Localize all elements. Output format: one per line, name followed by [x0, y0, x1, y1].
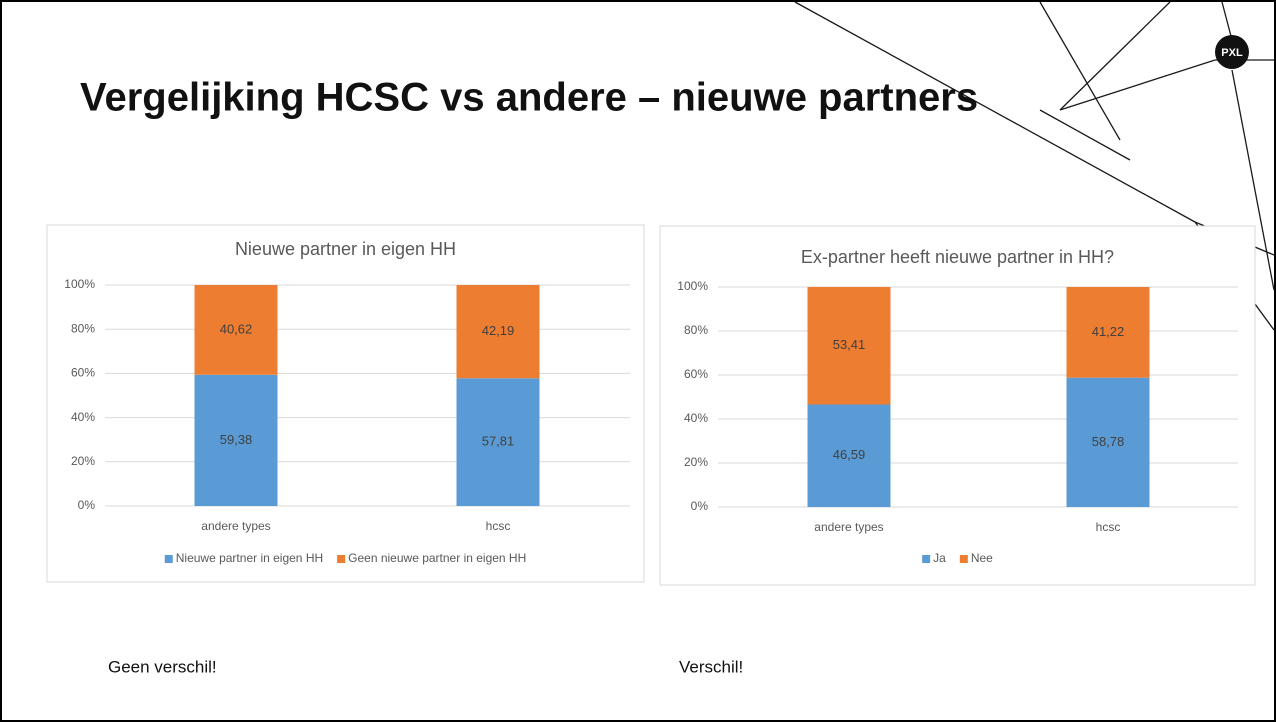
- data-label: 57,81: [482, 434, 515, 449]
- bar-segment: [456, 378, 540, 506]
- slide-title: Vergelijking HCSC vs andere – nieuwe par…: [80, 76, 978, 120]
- bar-segment: [1066, 287, 1150, 378]
- y-tick-label: 60%: [684, 367, 708, 381]
- legend-label: Nieuwe partner in eigen HH: [176, 551, 323, 565]
- legend-swatch: [922, 555, 931, 563]
- legend: Ja Nee: [922, 551, 993, 565]
- data-label: 58,78: [1092, 434, 1125, 449]
- x-tick-label: hcsc: [486, 519, 511, 533]
- y-tick-label: 100%: [64, 277, 95, 291]
- legend-label: Nee: [971, 551, 993, 565]
- data-label: 40,62: [220, 321, 253, 336]
- bar-segment: [807, 287, 891, 405]
- caption: Verschil!: [679, 657, 743, 676]
- y-tick-label: 40%: [71, 410, 95, 424]
- legend-swatch: [164, 555, 173, 563]
- bar-segment: [456, 285, 540, 379]
- y-tick-label: 0%: [691, 499, 709, 513]
- y-tick-label: 80%: [684, 323, 708, 337]
- chart-frame: [659, 225, 1256, 586]
- data-label: 41,22: [1092, 324, 1125, 339]
- legend-swatch: [959, 555, 968, 563]
- chart-title: Nieuwe partner in eigen HH: [235, 239, 456, 259]
- y-tick-label: 80%: [71, 321, 95, 335]
- x-tick-label: andere types: [201, 519, 270, 533]
- data-label: 53,41: [833, 337, 866, 352]
- bar-segment: [807, 404, 891, 507]
- bar-segment: [1066, 377, 1150, 507]
- legend-swatch: [337, 555, 346, 563]
- logo: PXL: [1221, 47, 1243, 59]
- chart-frame: [46, 224, 645, 583]
- caption: Geen verschil!: [108, 657, 217, 676]
- legend: Nieuwe partner in eigen HH Geen nieuwe pa…: [164, 551, 526, 565]
- y-tick-label: 20%: [684, 455, 708, 469]
- bar-segment: [194, 374, 278, 506]
- y-tick-label: 20%: [71, 454, 95, 468]
- data-label: 46,59: [833, 447, 866, 462]
- y-tick-label: 0%: [78, 498, 96, 512]
- legend-label: Geen nieuwe partner in eigen HH: [348, 551, 526, 565]
- x-tick-label: andere types: [814, 520, 883, 534]
- logo-badge: [1215, 35, 1249, 69]
- data-label: 42,19: [482, 323, 515, 338]
- legend-label: Ja: [933, 551, 946, 565]
- y-tick-label: 40%: [684, 411, 708, 425]
- bar-segment: [194, 285, 278, 375]
- data-label: 59,38: [220, 432, 253, 447]
- x-tick-label: hcsc: [1096, 520, 1121, 534]
- chart-title: Ex-partner heeft nieuwe partner in HH?: [801, 247, 1114, 267]
- y-tick-label: 100%: [677, 279, 708, 293]
- y-tick-label: 60%: [71, 366, 95, 380]
